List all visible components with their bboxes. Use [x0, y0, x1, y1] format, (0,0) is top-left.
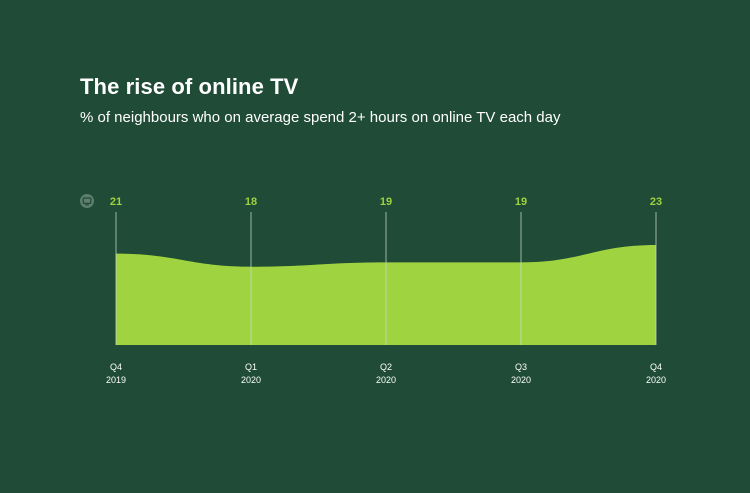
x-tick-label: Q1: [245, 362, 257, 372]
x-tick-year: 2020: [376, 375, 396, 385]
value-labels: 21 18 19 19 23: [110, 196, 662, 208]
x-axis-ticks: Q4 2019 Q1 2020 Q2 2020 Q3 2020 Q4 2020: [106, 362, 666, 385]
x-tick-year: 2020: [241, 375, 261, 385]
x-tick-label: Q2: [380, 362, 392, 372]
data-label: 23: [650, 196, 662, 208]
data-label: 18: [245, 196, 257, 208]
x-tick-year: 2020: [511, 375, 531, 385]
x-tick-label: Q4: [110, 362, 122, 372]
data-label: 19: [380, 196, 392, 208]
data-label: 21: [110, 196, 122, 208]
data-label: 19: [515, 196, 527, 208]
gridlines: [115, 212, 657, 345]
tv-icon: [80, 194, 94, 208]
chart-title: The rise of online TV: [80, 74, 299, 99]
x-tick-year: 2019: [106, 375, 126, 385]
x-tick-year: 2020: [646, 375, 666, 385]
x-tick-label: Q3: [515, 362, 527, 372]
chart-subtitle: % of neighbours who on average spend 2+ …: [80, 109, 561, 126]
x-tick-label: Q4: [650, 362, 662, 372]
